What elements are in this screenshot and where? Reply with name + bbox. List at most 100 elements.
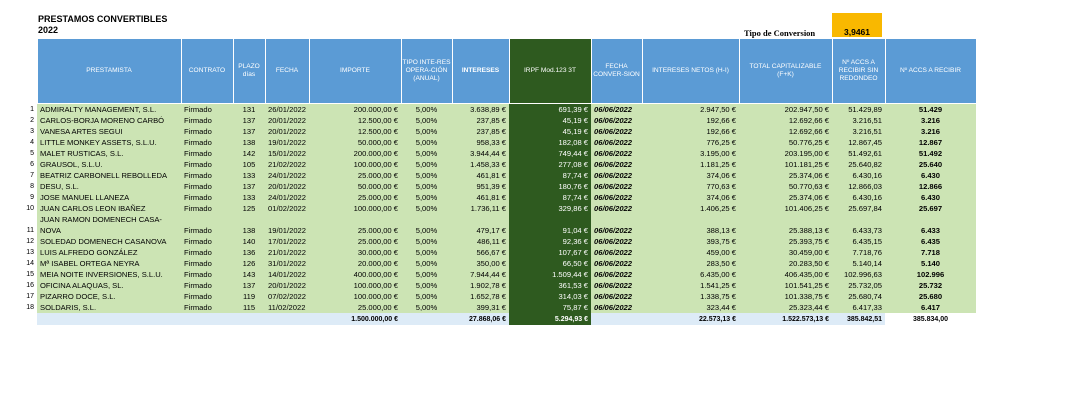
cell-irpf[interactable]: 45,19 €: [509, 126, 591, 137]
cell-fecha[interactable]: 19/01/2022: [265, 137, 309, 148]
cell-prestamista[interactable]: VANESA ARTES SEGUI: [37, 126, 181, 137]
cell-irpf[interactable]: 66,50 €: [509, 258, 591, 269]
cell-prestamista[interactable]: SOLEDAD DOMENECH CASANOVA: [37, 236, 181, 247]
cell-prestamista[interactable]: BEATRIZ CARBONELL REBOLLEDA: [37, 170, 181, 181]
cell-plazo[interactable]: 105: [233, 159, 265, 170]
cell-fecha-conversion[interactable]: 06/06/2022: [591, 203, 642, 214]
cell-plazo[interactable]: 137: [233, 126, 265, 137]
cell-plazo[interactable]: 126: [233, 258, 265, 269]
cell-acciones[interactable]: 7.718: [885, 247, 976, 258]
cell-acciones-sin-redondeo[interactable]: 12.867,45: [832, 137, 885, 148]
cell-total-capitalizable[interactable]: 50.770,63 €: [739, 181, 832, 192]
header-fecha[interactable]: FECHA: [264, 38, 310, 104]
cell-fecha[interactable]: 14/01/2022: [265, 269, 309, 280]
cell-intereses[interactable]: 350,00 €: [452, 258, 509, 269]
cell-plazo[interactable]: 137: [233, 280, 265, 291]
cell-irpf[interactable]: 92,36 €: [509, 236, 591, 247]
cell-prestamista[interactable]: JUAN CARLOS LEON IBAÑEZ: [37, 203, 181, 214]
cell-intereses[interactable]: 3.638,89 €: [452, 103, 509, 115]
cell-tipo-interes[interactable]: 5,00%: [401, 181, 452, 192]
cell-fecha-conversion[interactable]: 06/06/2022: [591, 236, 642, 247]
cell-prestamista[interactable]: ADMIRALTY MANAGEMENT, S.L.: [37, 103, 181, 115]
cell-contrato[interactable]: Firmado: [181, 192, 233, 203]
cell-acciones-sin-redondeo[interactable]: 6.433,73: [832, 214, 885, 236]
cell-irpf[interactable]: 45,19 €: [509, 115, 591, 126]
cell-plazo[interactable]: 133: [233, 192, 265, 203]
cell-tipo-interes[interactable]: 5,00%: [401, 126, 452, 137]
cell-prestamista[interactable]: MEIA NOITE INVERSIONES, S.L.U.: [37, 269, 181, 280]
cell-acciones-sin-redondeo[interactable]: 7.718,76: [832, 247, 885, 258]
cell-fecha-conversion[interactable]: 06/06/2022: [591, 258, 642, 269]
cell-fecha[interactable]: 24/01/2022: [265, 170, 309, 181]
cell-intereses-netos[interactable]: 374,06 €: [642, 192, 739, 203]
cell-acciones-sin-redondeo[interactable]: 25.697,84: [832, 203, 885, 214]
cell-prestamista[interactable]: PIZARRO DOCE, S.L.: [37, 291, 181, 302]
cell-acciones-sin-redondeo[interactable]: 6.430,16: [832, 192, 885, 203]
cell-plazo[interactable]: 133: [233, 170, 265, 181]
cell-total-capitalizable[interactable]: 25.323,44 €: [739, 302, 832, 313]
cell-importe[interactable]: 30.000,00 €: [309, 247, 401, 258]
cell-plazo[interactable]: 142: [233, 148, 265, 159]
cell-fecha[interactable]: 15/01/2022: [265, 148, 309, 159]
header-importe[interactable]: IMPORTE: [308, 38, 402, 104]
cell-tipo-interes[interactable]: 5,00%: [401, 291, 452, 302]
cell-acciones[interactable]: 25.697: [885, 203, 976, 214]
cell-fecha-conversion[interactable]: 06/06/2022: [591, 126, 642, 137]
cell-importe[interactable]: 25.000,00 €: [309, 302, 401, 313]
cell-plazo[interactable]: 138: [233, 137, 265, 148]
cell-intereses-netos[interactable]: 283,50 €: [642, 258, 739, 269]
total-acciones[interactable]: 385.834,00: [885, 313, 976, 325]
cell-intereses[interactable]: 1.458,33 €: [452, 159, 509, 170]
cell-contrato[interactable]: Firmado: [181, 280, 233, 291]
cell-intereses[interactable]: 7.944,44 €: [452, 269, 509, 280]
cell-intereses-netos[interactable]: 393,75 €: [642, 236, 739, 247]
cell-irpf[interactable]: 75,87 €: [509, 302, 591, 313]
cell-fecha-conversion[interactable]: 06/06/2022: [591, 170, 642, 181]
cell-prestamista[interactable]: OFICINA ALAQUAS, SL.: [37, 280, 181, 291]
cell-intereses[interactable]: 399,31 €: [452, 302, 509, 313]
cell-fecha-conversion[interactable]: 06/06/2022: [591, 291, 642, 302]
cell-acciones[interactable]: 3.216: [885, 115, 976, 126]
cell-fecha-conversion[interactable]: 06/06/2022: [591, 280, 642, 291]
cell-prestamista[interactable]: SOLDARIS, S.L.: [37, 302, 181, 313]
cell-total-capitalizable[interactable]: 20.283,50 €: [739, 258, 832, 269]
cell-importe[interactable]: 100.000,00 €: [309, 159, 401, 170]
cell-importe[interactable]: 12.500,00 €: [309, 126, 401, 137]
cell-acciones[interactable]: 6.433: [885, 214, 976, 236]
cell-irpf[interactable]: 361,53 €: [509, 280, 591, 291]
total-irpf[interactable]: 5.294,93 €: [509, 313, 591, 325]
cell-plazo[interactable]: 136: [233, 247, 265, 258]
cell-tipo-interes[interactable]: 5,00%: [401, 236, 452, 247]
cell-irpf[interactable]: 691,39 €: [509, 103, 591, 115]
cell-importe[interactable]: 25.000,00 €: [309, 170, 401, 181]
cell-acciones-sin-redondeo[interactable]: 12.866,03: [832, 181, 885, 192]
header-contrato[interactable]: CONTRATO: [180, 38, 234, 104]
cell-importe[interactable]: 20.000,00 €: [309, 258, 401, 269]
cell-acciones-sin-redondeo[interactable]: 51.492,61: [832, 148, 885, 159]
cell-tipo-interes[interactable]: 5,00%: [401, 247, 452, 258]
cell-prestamista[interactable]: LUIS ALFREDO GONZÁLEZ: [37, 247, 181, 258]
cell-plazo[interactable]: 137: [233, 115, 265, 126]
cell-tipo-interes[interactable]: 5,00%: [401, 170, 452, 181]
cell-intereses-netos[interactable]: 1.541,25 €: [642, 280, 739, 291]
cell-total-capitalizable[interactable]: 12.692,66 €: [739, 115, 832, 126]
cell-acciones[interactable]: 6.430: [885, 170, 976, 181]
header-total-capitalizable[interactable]: TOTAL CAPITALIZABLE (F+K): [738, 38, 833, 104]
cell-intereses-netos[interactable]: 2.947,50 €: [642, 103, 739, 115]
cell-contrato[interactable]: Firmado: [181, 115, 233, 126]
cell-fecha[interactable]: 20/01/2022: [265, 181, 309, 192]
cell-contrato[interactable]: Firmado: [181, 302, 233, 313]
cell-fecha-conversion[interactable]: 06/06/2022: [591, 214, 642, 236]
cell-intereses-netos[interactable]: 1.406,25 €: [642, 203, 739, 214]
cell-irpf[interactable]: 182,08 €: [509, 137, 591, 148]
cell-tipo-interes[interactable]: 5,00%: [401, 159, 452, 170]
total-intereses[interactable]: 27.868,06 €: [452, 313, 509, 325]
cell-importe[interactable]: 12.500,00 €: [309, 115, 401, 126]
cell-fecha[interactable]: 20/01/2022: [265, 115, 309, 126]
cell-irpf[interactable]: 329,86 €: [509, 203, 591, 214]
cell-acciones-sin-redondeo[interactable]: 25.680,74: [832, 291, 885, 302]
cell-intereses[interactable]: 461,81 €: [452, 192, 509, 203]
cell-intereses-netos[interactable]: 6.435,00 €: [642, 269, 739, 280]
total-capitalizable[interactable]: 1.522.573,13 €: [739, 313, 832, 325]
cell-contrato[interactable]: Firmado: [181, 258, 233, 269]
